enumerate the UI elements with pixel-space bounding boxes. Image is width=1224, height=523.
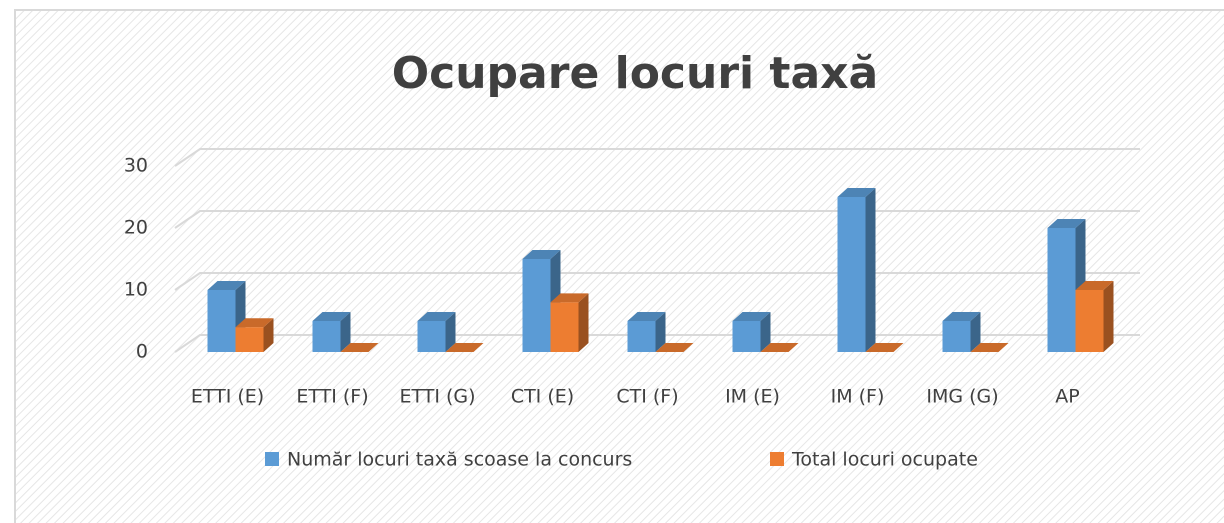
- y-tick-label: 30: [124, 155, 148, 177]
- bar-front: [1047, 228, 1076, 352]
- x-tick-label: IMG (G): [926, 386, 998, 408]
- bar-side: [340, 312, 351, 352]
- x-tick-label: ETTI (E): [191, 386, 264, 408]
- bar-front: [522, 259, 551, 352]
- bar: [550, 293, 589, 352]
- grid-line: [174, 210, 1140, 229]
- x-tick-label: IM (F): [831, 386, 885, 408]
- bar-top: [760, 343, 799, 352]
- bar: [732, 312, 771, 352]
- grid-line: [174, 272, 1140, 291]
- bar: [340, 343, 379, 352]
- legend-swatch: [770, 452, 784, 466]
- bar: [655, 343, 694, 352]
- bar: [417, 312, 456, 352]
- bar: [865, 343, 904, 352]
- bar: [207, 281, 246, 352]
- bar-front: [235, 327, 264, 352]
- bar: [312, 312, 351, 352]
- bar-front: [312, 321, 341, 352]
- bar: [760, 343, 799, 352]
- bar-front: [207, 290, 236, 352]
- legend-swatch: [265, 452, 279, 466]
- grid-line: [174, 148, 1140, 167]
- bar-side: [578, 293, 589, 352]
- bar-top: [340, 343, 379, 352]
- chart-area: [14, 9, 1224, 523]
- bar-top: [207, 281, 246, 290]
- bar-side: [263, 318, 274, 352]
- bar: [627, 312, 666, 352]
- bar-top: [522, 250, 561, 259]
- bar-top: [1075, 281, 1114, 290]
- bar-side: [445, 312, 456, 352]
- y-tick-label: 0: [136, 341, 148, 363]
- bar: [1075, 281, 1114, 352]
- bar-front: [550, 302, 579, 352]
- bar: [837, 188, 876, 352]
- y-tick-label: 10: [124, 279, 148, 301]
- x-tick-label: ETTI (G): [399, 386, 475, 408]
- bar-top: [942, 312, 981, 321]
- x-tick-label: ETTI (F): [296, 386, 368, 408]
- bar: [970, 343, 1009, 352]
- bar: [445, 343, 484, 352]
- bar: [942, 312, 981, 352]
- bar-top: [235, 318, 274, 328]
- bar-front: [627, 321, 656, 352]
- bar-top: [445, 343, 484, 352]
- bar-side: [865, 188, 876, 352]
- bar-front: [942, 321, 971, 352]
- bar-top: [837, 188, 876, 197]
- bar-top: [417, 312, 456, 321]
- bar-side: [1103, 281, 1114, 352]
- x-tick-label: IM (E): [725, 386, 780, 408]
- bar-top: [732, 312, 771, 321]
- legend-label: Total locuri ocupate: [791, 449, 978, 471]
- bar-front: [1075, 290, 1104, 352]
- x-tick-label: CTI (E): [511, 386, 574, 408]
- bar: [235, 318, 274, 352]
- bar-top: [865, 343, 904, 352]
- bar-side: [970, 312, 981, 352]
- bar-top: [970, 343, 1009, 352]
- bar-front: [732, 321, 761, 352]
- bar-front: [837, 197, 866, 352]
- bar-front: [417, 321, 446, 352]
- grid-line: [174, 334, 1140, 353]
- chart-title: Ocupare locuri taxă: [392, 48, 878, 99]
- bar-side: [655, 312, 666, 352]
- bar-side: [760, 312, 771, 352]
- x-tick-label: CTI (F): [616, 386, 678, 408]
- bar-top: [550, 293, 589, 303]
- y-tick-label: 20: [124, 217, 148, 239]
- bar-top: [1047, 219, 1086, 228]
- bar-top: [627, 312, 666, 321]
- bar-top: [312, 312, 351, 321]
- legend-label: Număr locuri taxă scoase la concurs: [287, 449, 632, 471]
- x-tick-label: AP: [1055, 386, 1079, 408]
- bar-top: [655, 343, 694, 352]
